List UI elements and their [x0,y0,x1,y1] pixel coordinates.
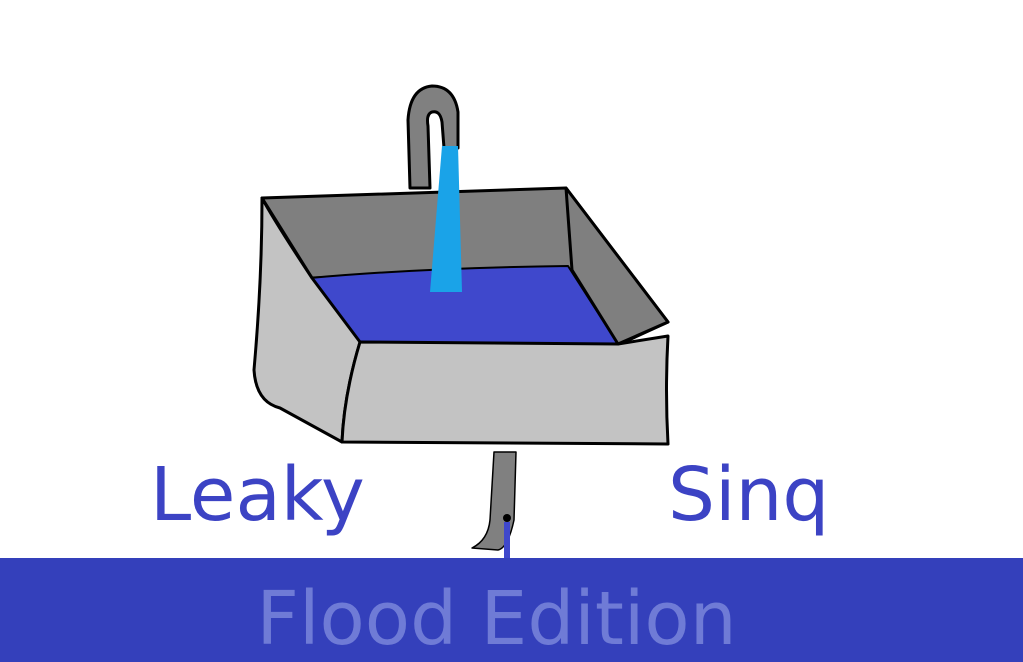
sink-icon [252,186,670,446]
title-word-right: Sinq [668,452,830,538]
water-stream-icon [430,146,462,292]
title-word-left: Leaky [150,452,365,538]
subtitle-flood-edition: Flood Edition [256,576,737,662]
leak-drip-icon [503,514,511,560]
flood-water-band [0,558,1023,662]
